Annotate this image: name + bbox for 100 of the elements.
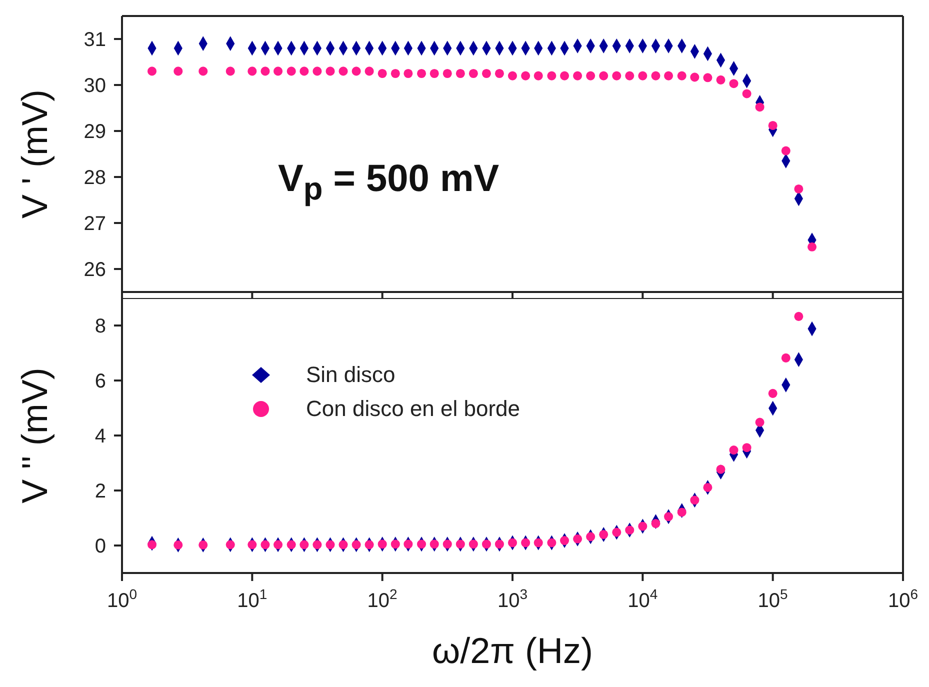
point	[651, 518, 660, 528]
y-tick-label: 0	[94, 536, 106, 558]
y-tick-label: 30	[84, 75, 106, 97]
point	[729, 446, 738, 455]
point	[442, 540, 452, 549]
y-tick-label: 28	[84, 167, 106, 189]
point	[677, 71, 686, 80]
point	[612, 528, 622, 537]
point	[300, 540, 309, 550]
point	[781, 353, 790, 362]
point	[716, 75, 726, 84]
point	[494, 68, 504, 78]
point	[534, 538, 543, 548]
point	[364, 66, 374, 76]
point	[599, 530, 608, 540]
point	[560, 71, 570, 80]
point	[274, 540, 283, 550]
point	[690, 496, 700, 505]
point	[703, 73, 712, 82]
point	[755, 102, 764, 112]
point	[560, 536, 570, 546]
point	[326, 66, 335, 76]
point	[274, 66, 283, 76]
point	[729, 79, 738, 88]
point	[664, 512, 674, 522]
point	[404, 68, 413, 78]
point	[573, 71, 582, 80]
point	[703, 482, 712, 492]
x-tick-label: 10$^{4}$	[628, 586, 658, 612]
point	[468, 540, 478, 549]
point	[312, 66, 322, 76]
point	[482, 68, 491, 78]
point	[781, 146, 790, 156]
point	[638, 522, 648, 531]
point	[286, 540, 296, 550]
point	[364, 540, 374, 550]
point	[586, 532, 596, 542]
point	[404, 540, 413, 549]
point	[664, 71, 674, 80]
y-axis-title: V '' (mV)	[14, 368, 55, 504]
point	[586, 71, 596, 80]
point	[326, 540, 335, 550]
point	[352, 540, 361, 550]
point	[494, 540, 504, 549]
y-tick-label: 2	[94, 480, 106, 502]
point	[468, 68, 478, 78]
point	[573, 534, 582, 544]
point	[808, 242, 817, 252]
y-tick-label: 29	[84, 121, 106, 143]
point	[521, 71, 530, 80]
point	[768, 120, 778, 130]
x-tick-label: 10$^{0}$	[106, 586, 138, 612]
point	[338, 66, 348, 76]
point	[716, 464, 726, 474]
point	[755, 418, 764, 427]
point	[312, 540, 322, 550]
point	[768, 388, 778, 398]
annotation: V$_{p}$ = 500 mV	[278, 158, 500, 208]
y-tick-label: 8	[94, 316, 106, 338]
point	[482, 540, 491, 549]
x-tick-label: 10$^{2}$	[367, 586, 398, 612]
point	[599, 71, 608, 80]
y-tick-label: 4	[94, 426, 106, 448]
point	[508, 71, 518, 80]
point	[390, 68, 400, 78]
point	[625, 71, 634, 80]
point	[456, 540, 465, 549]
point	[338, 540, 348, 550]
point	[794, 312, 804, 321]
point	[456, 68, 465, 78]
point	[508, 538, 518, 548]
y-axis-title: V ' (mV)	[14, 90, 55, 218]
y-tick-label: 6	[94, 370, 106, 392]
point	[248, 540, 257, 550]
point	[625, 526, 634, 535]
x-tick-label: 10$^{5}$	[758, 586, 788, 612]
point	[430, 68, 439, 78]
x-tick-label: 10$^{1}$	[237, 586, 268, 612]
point	[677, 508, 686, 517]
point	[534, 71, 543, 80]
point	[442, 68, 452, 78]
y-tick-label: 26	[84, 259, 106, 281]
point	[417, 68, 426, 78]
point	[378, 68, 387, 78]
point	[260, 540, 270, 550]
y-tick-label: 27	[84, 213, 106, 235]
y-tick-label: 31	[84, 29, 106, 51]
point	[390, 540, 400, 549]
point	[430, 540, 439, 549]
x-tick-label: 10$^{3}$	[497, 586, 528, 612]
point	[794, 184, 804, 194]
x-tick-label: 10$^{6}$	[888, 586, 918, 612]
point	[352, 66, 361, 76]
point	[417, 540, 426, 549]
point	[286, 66, 296, 76]
point	[300, 66, 309, 76]
point	[521, 538, 530, 548]
point	[651, 71, 660, 80]
legend-label: Sin disco	[306, 362, 396, 388]
point	[612, 71, 622, 80]
